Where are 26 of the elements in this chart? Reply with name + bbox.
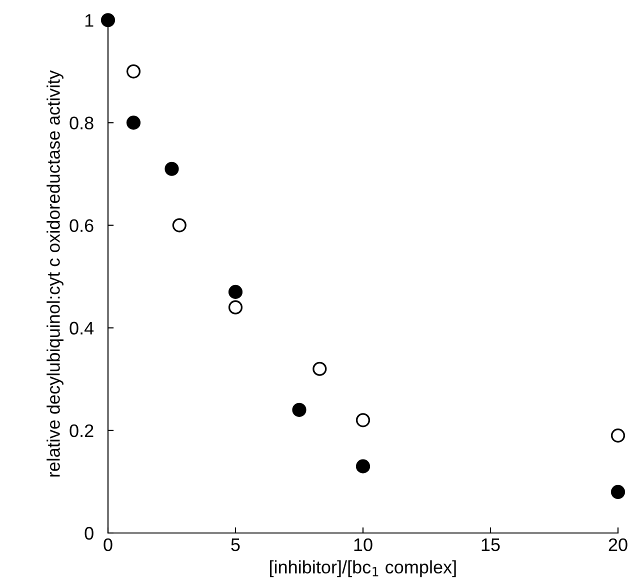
- point: [356, 413, 370, 428]
- x-tick-label: 5: [231, 538, 240, 552]
- point: [126, 116, 141, 130]
- point: [610, 484, 626, 500]
- point: [312, 362, 327, 376]
- point: [228, 284, 243, 299]
- y-tick-label: 0.8: [70, 116, 94, 130]
- y-tick-label: 0.2: [70, 424, 94, 438]
- y-tick-label: 0: [84, 526, 94, 540]
- point: [610, 428, 626, 443]
- x-tick-label: 0: [104, 538, 112, 552]
- point: [164, 162, 179, 176]
- y-axis-title: relative decylubiquinol:cyt c oxidoreductase activity: [46, 70, 64, 477]
- point: [292, 402, 306, 417]
- y-tick-label: 0.4: [70, 322, 94, 335]
- x-tick-label: 10: [354, 538, 372, 552]
- x-axis-title: [inhibitor]/[bc$_{1}$ complex]: [270, 560, 456, 578]
- point: [356, 459, 370, 474]
- x-tick-label: 15: [482, 538, 500, 552]
- y-tick-label: 1: [85, 14, 94, 27]
- point: [126, 64, 141, 78]
- x-tick-label: 20: [608, 538, 628, 552]
- point: [228, 300, 243, 314]
- y-tick-label: 0.6: [70, 219, 94, 232]
- point: [172, 218, 186, 232]
- point: [100, 13, 116, 28]
